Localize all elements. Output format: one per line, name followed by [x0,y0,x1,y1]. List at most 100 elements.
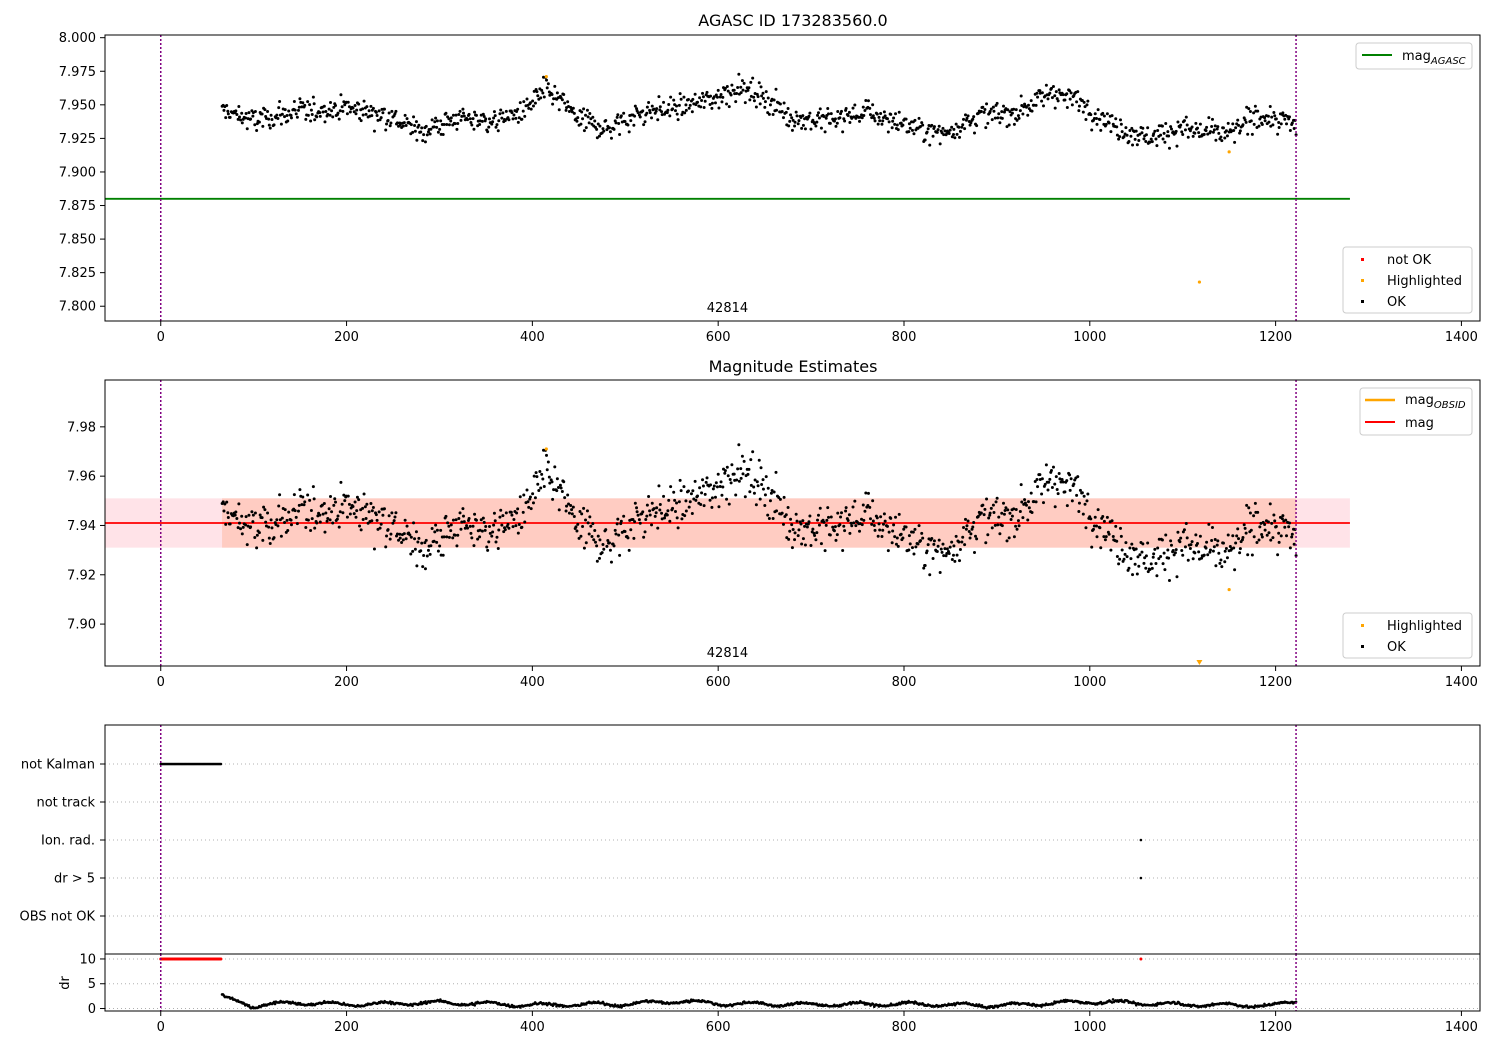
ok-point [1081,512,1085,516]
ok-point [346,494,350,498]
ok-point [280,516,284,520]
ok-point [1128,546,1132,550]
ok-point [556,486,560,490]
ok-point [832,529,836,533]
ok-point [362,492,366,496]
ok-point [529,507,533,511]
ok-point [864,491,868,495]
ok-point [623,530,627,534]
ok-point [916,542,920,546]
ok-point [601,542,605,546]
ok-point [635,506,639,510]
ok-point [807,114,811,118]
ok-point [285,114,289,118]
ok-point [930,123,934,127]
ok-point [595,127,599,131]
ok-point [942,133,946,137]
y-tick-label: 8.000 [59,31,96,46]
ok-point [1164,121,1168,125]
ok-point [478,122,482,126]
ok-point [767,516,771,520]
ok-point [990,118,994,122]
ok-point [1135,572,1139,576]
ok-point [555,477,559,481]
ok-point [1137,564,1141,568]
dr-point [473,1004,477,1007]
ok-point [816,113,820,117]
ok-point [1269,538,1273,542]
ok-point [412,115,416,119]
ok-point [893,535,897,539]
ok-point [1107,532,1111,536]
ok-point [1150,566,1154,570]
ok-point [569,503,573,507]
ok-point [793,538,797,542]
ok-point [447,535,451,539]
ok-point [727,502,731,506]
ok-point [860,116,864,120]
ok-point [1156,546,1160,550]
ok-point [357,498,361,502]
ok-point [374,513,378,517]
ok-point [287,510,291,514]
ok-point [588,112,592,116]
ok-point [972,521,976,525]
ok-point [496,129,500,133]
ok-point [1008,110,1012,114]
highlighted-point-clipped [1196,660,1203,665]
ok-point [894,542,898,546]
ok-point [301,495,305,499]
ok-point [1077,109,1081,113]
ok-point [558,483,562,487]
ok-point [297,503,301,507]
ok-point [896,544,900,548]
ok-point [1000,524,1004,528]
ok-point [796,534,800,538]
legend-box [1355,42,1473,70]
ok-point [673,109,677,113]
ok-point [1114,524,1118,528]
ok-point [712,484,716,488]
ok-point [1019,483,1023,487]
ok-point [1249,528,1253,532]
ok-point [588,515,592,519]
ok-point [816,111,820,115]
ok-point [296,509,300,513]
ok-point [353,500,357,504]
ok-point [1007,536,1011,540]
ok-point [835,533,839,537]
ok-point [1207,116,1211,120]
ok-point [622,514,626,518]
ok-point [728,478,732,482]
ok-point [886,549,890,553]
ok-point [267,123,271,127]
ok-point [939,547,943,551]
ok-point [324,109,328,113]
ok-point [1202,132,1206,136]
ok-point [858,529,862,533]
ok-point [901,123,905,127]
ok-point [716,472,720,476]
ok-point [868,517,872,521]
ok-point [541,91,545,95]
ok-point [371,505,375,509]
ok-point [885,117,889,121]
ok-point [1144,140,1148,144]
ok-point [266,511,270,515]
legend-marker-ok [1361,645,1364,648]
ok-point [1099,546,1103,550]
ok-point [819,542,823,546]
ok-point [609,560,613,564]
ok-point [637,518,641,522]
ok-point [824,116,828,120]
ok-point [491,120,495,124]
ok-point [1149,562,1153,566]
ok-point [1245,503,1249,507]
ok-point [387,111,391,115]
ok-point [605,544,609,548]
ok-point [1234,126,1238,130]
ok-point [799,522,803,526]
ok-point [517,523,521,527]
ok-point [557,108,561,112]
ok-point [226,511,230,515]
